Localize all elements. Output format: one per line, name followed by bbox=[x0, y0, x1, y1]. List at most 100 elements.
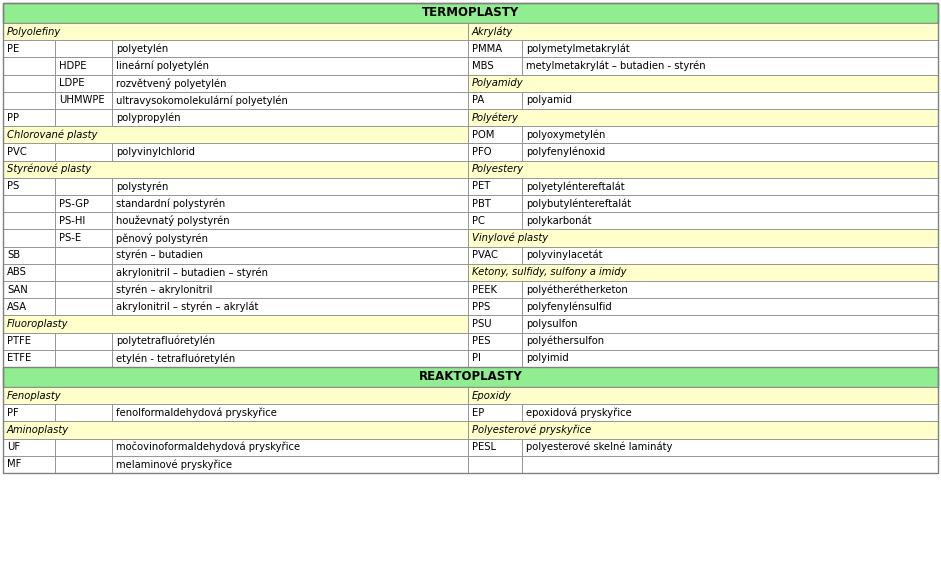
Bar bbox=[468, 387, 938, 404]
Text: etylén - tetrafluóretylén: etylén - tetrafluóretylén bbox=[116, 353, 235, 363]
Bar bbox=[468, 58, 522, 75]
Bar bbox=[522, 332, 938, 350]
Bar bbox=[468, 332, 522, 350]
Bar bbox=[468, 456, 522, 473]
Text: rozvětvený polyetylén: rozvětvený polyetylén bbox=[116, 78, 227, 89]
Text: Epoxidy: Epoxidy bbox=[472, 390, 512, 401]
Bar bbox=[522, 439, 938, 456]
Bar bbox=[522, 456, 938, 473]
Bar bbox=[112, 332, 468, 350]
Text: PF: PF bbox=[7, 408, 19, 418]
Bar bbox=[468, 109, 938, 126]
Text: Ketony, sulfidy, sulfony a imidy: Ketony, sulfidy, sulfony a imidy bbox=[472, 267, 627, 277]
Bar bbox=[3, 332, 55, 350]
Text: Fluoroplasty: Fluoroplasty bbox=[7, 319, 69, 329]
Text: PMMA: PMMA bbox=[472, 44, 502, 54]
Bar bbox=[55, 350, 112, 367]
Text: PFO: PFO bbox=[472, 147, 491, 157]
Bar bbox=[522, 404, 938, 421]
Bar bbox=[3, 350, 55, 367]
Text: močovinoformaldehydová pryskyřice: močovinoformaldehydová pryskyřice bbox=[116, 442, 300, 453]
Text: PVC: PVC bbox=[7, 147, 26, 157]
Text: Aminoplasty: Aminoplasty bbox=[7, 425, 69, 435]
Text: lineární polyetylén: lineární polyetylén bbox=[116, 61, 209, 71]
Bar bbox=[55, 40, 112, 58]
Text: polyfenylénsulfid: polyfenylénsulfid bbox=[526, 301, 612, 312]
Bar bbox=[3, 212, 55, 229]
Bar bbox=[55, 143, 112, 160]
Text: LDPE: LDPE bbox=[59, 78, 85, 88]
Bar bbox=[3, 264, 55, 281]
Bar bbox=[112, 195, 468, 212]
Bar bbox=[3, 143, 55, 160]
Bar bbox=[112, 456, 468, 473]
Bar bbox=[468, 178, 522, 195]
Text: polyamid: polyamid bbox=[526, 95, 572, 105]
Bar bbox=[468, 75, 938, 92]
Text: fenolformaldehydová pryskyřice: fenolformaldehydová pryskyřice bbox=[116, 408, 277, 418]
Bar bbox=[3, 439, 55, 456]
Bar bbox=[468, 316, 522, 332]
Bar bbox=[55, 332, 112, 350]
Bar bbox=[55, 75, 112, 92]
Bar bbox=[522, 350, 938, 367]
Bar bbox=[468, 439, 522, 456]
Text: PS: PS bbox=[7, 181, 19, 191]
Bar bbox=[3, 195, 55, 212]
Bar bbox=[112, 178, 468, 195]
Bar bbox=[468, 126, 522, 143]
Text: ultravysokomolekulární polyetylén: ultravysokomolekulární polyetylén bbox=[116, 95, 288, 106]
Bar bbox=[468, 247, 522, 264]
Text: PES: PES bbox=[472, 336, 490, 346]
Bar bbox=[522, 178, 938, 195]
Text: polyesterové skelné lamináty: polyesterové skelné lamináty bbox=[526, 442, 673, 453]
Bar bbox=[3, 58, 55, 75]
Bar bbox=[468, 264, 938, 281]
Bar bbox=[468, 350, 522, 367]
Bar bbox=[3, 75, 55, 92]
Bar bbox=[3, 92, 55, 109]
Bar bbox=[468, 23, 938, 40]
Text: Polyétery: Polyétery bbox=[472, 112, 518, 123]
Bar bbox=[3, 421, 468, 439]
Bar bbox=[3, 316, 468, 332]
Bar bbox=[468, 40, 522, 58]
Bar bbox=[3, 229, 55, 247]
Bar bbox=[522, 92, 938, 109]
Text: PS-E: PS-E bbox=[59, 233, 81, 243]
Text: REAKTOPLASTY: REAKTOPLASTY bbox=[419, 370, 522, 384]
Text: polyéthersulfon: polyéthersulfon bbox=[526, 336, 604, 347]
Text: ABS: ABS bbox=[7, 267, 27, 277]
Text: polyoxymetylén: polyoxymetylén bbox=[526, 129, 605, 140]
Bar bbox=[3, 109, 55, 126]
Bar bbox=[3, 23, 468, 40]
Bar bbox=[112, 281, 468, 298]
Bar bbox=[112, 229, 468, 247]
Text: pěnový polystyrén: pěnový polystyrén bbox=[116, 232, 208, 243]
Text: styrén – akrylonitril: styrén – akrylonitril bbox=[116, 285, 213, 295]
Text: Vinylové plasty: Vinylové plasty bbox=[472, 233, 548, 243]
Bar bbox=[112, 143, 468, 160]
Bar bbox=[3, 367, 938, 387]
Bar bbox=[3, 3, 938, 473]
Text: polybutyléntereftalát: polybutyléntereftalát bbox=[526, 198, 631, 209]
Bar bbox=[55, 229, 112, 247]
Bar bbox=[522, 212, 938, 229]
Text: epoxidová pryskyřice: epoxidová pryskyřice bbox=[526, 408, 631, 418]
Text: polyetyléntereftalát: polyetyléntereftalát bbox=[526, 181, 625, 191]
Bar bbox=[55, 109, 112, 126]
Bar bbox=[3, 456, 55, 473]
Bar bbox=[3, 281, 55, 298]
Text: MF: MF bbox=[7, 459, 22, 469]
Text: PTFE: PTFE bbox=[7, 336, 31, 346]
Text: PP: PP bbox=[7, 113, 19, 122]
Bar bbox=[3, 247, 55, 264]
Bar bbox=[468, 143, 522, 160]
Text: UHMWPE: UHMWPE bbox=[59, 95, 104, 105]
Bar bbox=[55, 247, 112, 264]
Bar bbox=[55, 404, 112, 421]
Text: Chlorované plasty: Chlorované plasty bbox=[7, 129, 97, 140]
Text: ASA: ASA bbox=[7, 302, 27, 312]
Bar bbox=[112, 350, 468, 367]
Text: polyétherétherketon: polyétherétherketon bbox=[526, 285, 628, 295]
